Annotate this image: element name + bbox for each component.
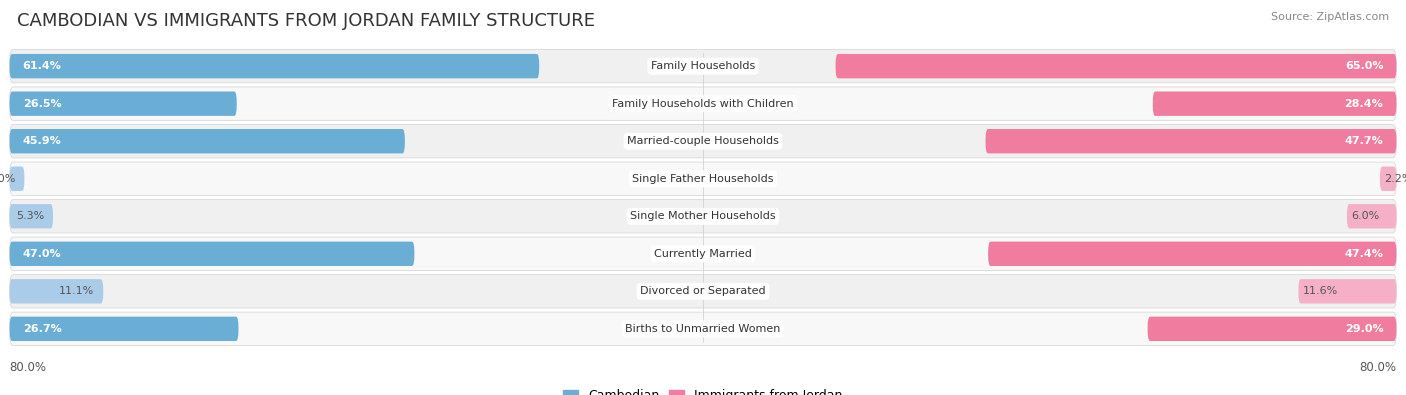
FancyBboxPatch shape — [10, 167, 24, 191]
Text: Family Households with Children: Family Households with Children — [612, 99, 794, 109]
Text: 26.5%: 26.5% — [22, 99, 62, 109]
FancyBboxPatch shape — [10, 92, 236, 116]
Text: 47.4%: 47.4% — [1344, 249, 1384, 259]
Text: 65.0%: 65.0% — [1344, 61, 1384, 71]
Text: 47.7%: 47.7% — [1344, 136, 1384, 146]
Text: 11.1%: 11.1% — [59, 286, 94, 296]
FancyBboxPatch shape — [10, 129, 405, 153]
FancyBboxPatch shape — [986, 129, 1396, 153]
FancyBboxPatch shape — [10, 49, 1396, 83]
Text: Married-couple Households: Married-couple Households — [627, 136, 779, 146]
FancyBboxPatch shape — [1147, 317, 1396, 341]
Text: 61.4%: 61.4% — [22, 61, 62, 71]
FancyBboxPatch shape — [10, 204, 53, 228]
Legend: Cambodian, Immigrants from Jordan: Cambodian, Immigrants from Jordan — [558, 384, 848, 395]
Text: Births to Unmarried Women: Births to Unmarried Women — [626, 324, 780, 334]
Text: 45.9%: 45.9% — [22, 136, 62, 146]
FancyBboxPatch shape — [10, 242, 415, 266]
FancyBboxPatch shape — [1379, 167, 1396, 191]
Text: Currently Married: Currently Married — [654, 249, 752, 259]
FancyBboxPatch shape — [10, 124, 1396, 158]
Text: Source: ZipAtlas.com: Source: ZipAtlas.com — [1271, 12, 1389, 22]
FancyBboxPatch shape — [835, 54, 1396, 78]
FancyBboxPatch shape — [10, 199, 1396, 233]
Text: CAMBODIAN VS IMMIGRANTS FROM JORDAN FAMILY STRUCTURE: CAMBODIAN VS IMMIGRANTS FROM JORDAN FAMI… — [17, 12, 595, 30]
FancyBboxPatch shape — [988, 242, 1396, 266]
Text: 2.0%: 2.0% — [0, 174, 15, 184]
Text: Single Father Households: Single Father Households — [633, 174, 773, 184]
FancyBboxPatch shape — [10, 279, 103, 303]
Text: 28.4%: 28.4% — [1344, 99, 1384, 109]
Text: 47.0%: 47.0% — [22, 249, 62, 259]
Text: 80.0%: 80.0% — [10, 361, 46, 374]
FancyBboxPatch shape — [10, 54, 538, 78]
FancyBboxPatch shape — [10, 162, 1396, 196]
Text: 11.6%: 11.6% — [1303, 286, 1339, 296]
Text: 6.0%: 6.0% — [1351, 211, 1379, 221]
FancyBboxPatch shape — [10, 237, 1396, 271]
FancyBboxPatch shape — [10, 87, 1396, 120]
FancyBboxPatch shape — [10, 312, 1396, 346]
FancyBboxPatch shape — [10, 275, 1396, 308]
Text: Single Mother Households: Single Mother Households — [630, 211, 776, 221]
Text: 2.2%: 2.2% — [1385, 174, 1406, 184]
FancyBboxPatch shape — [1153, 92, 1396, 116]
Text: 5.3%: 5.3% — [15, 211, 44, 221]
Text: 29.0%: 29.0% — [1344, 324, 1384, 334]
FancyBboxPatch shape — [1298, 279, 1396, 303]
Text: 26.7%: 26.7% — [22, 324, 62, 334]
Text: 80.0%: 80.0% — [1360, 361, 1396, 374]
Text: Family Households: Family Households — [651, 61, 755, 71]
FancyBboxPatch shape — [10, 317, 239, 341]
Text: Divorced or Separated: Divorced or Separated — [640, 286, 766, 296]
FancyBboxPatch shape — [1347, 204, 1396, 228]
